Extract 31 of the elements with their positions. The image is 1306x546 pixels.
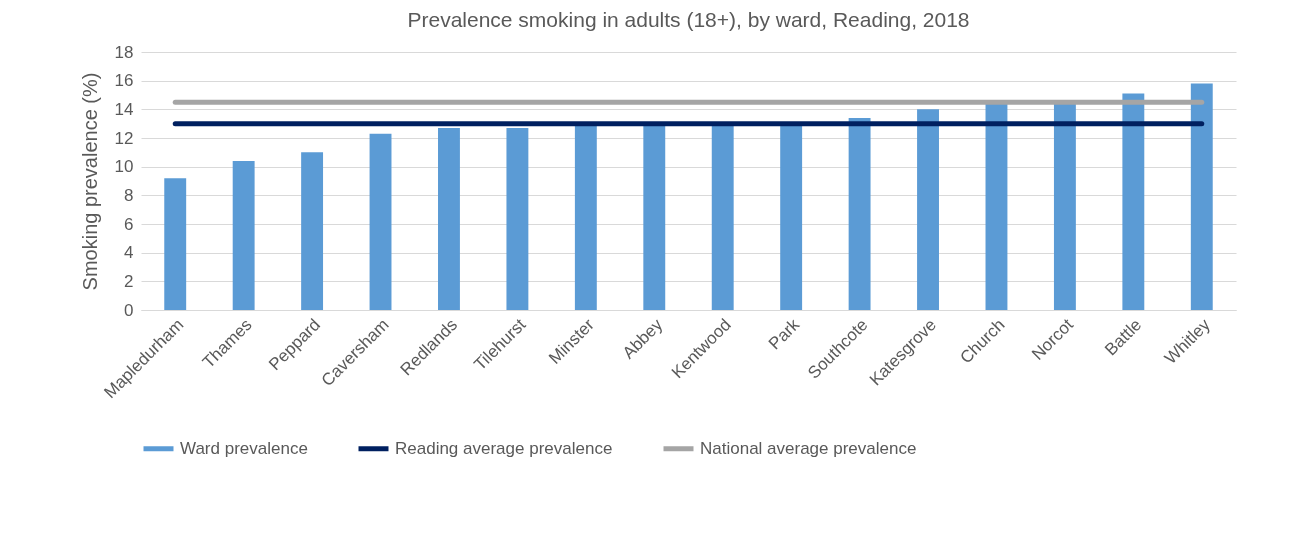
legend-label: National average prevalence (700, 438, 917, 458)
bar (643, 123, 666, 310)
bar (1190, 83, 1213, 310)
bar (848, 117, 871, 310)
y-tick-label: 16 (114, 71, 134, 91)
bar (1122, 93, 1145, 310)
y-tick-label: 0 (124, 300, 134, 320)
bar (917, 109, 939, 310)
bar (438, 127, 460, 310)
bar (711, 123, 734, 310)
chart-title: Prevalence smoking in adults (18+), by ward, Reading, 2018 (407, 8, 970, 31)
y-tick-label: 12 (114, 128, 134, 148)
y-tick-label: 6 (124, 214, 134, 234)
y-tick-label: 10 (114, 157, 134, 177)
bar (574, 123, 597, 310)
bar (985, 103, 1008, 310)
y-tick-label: 18 (114, 42, 134, 62)
bar (506, 127, 529, 310)
legend-label: Ward prevalence (180, 438, 308, 458)
bar (780, 123, 803, 310)
bar (369, 133, 392, 310)
y-tick-label: 14 (114, 99, 134, 119)
bar (164, 178, 187, 310)
bar (232, 160, 255, 310)
y-axis-title: Smoking prevalence (%) (78, 72, 101, 291)
y-tick-label: 8 (124, 185, 134, 205)
bar (1053, 103, 1076, 310)
y-tick-label: 4 (124, 243, 134, 263)
legend-label: Reading average prevalence (395, 438, 613, 458)
bar (301, 152, 324, 310)
y-tick-label: 2 (124, 271, 134, 291)
